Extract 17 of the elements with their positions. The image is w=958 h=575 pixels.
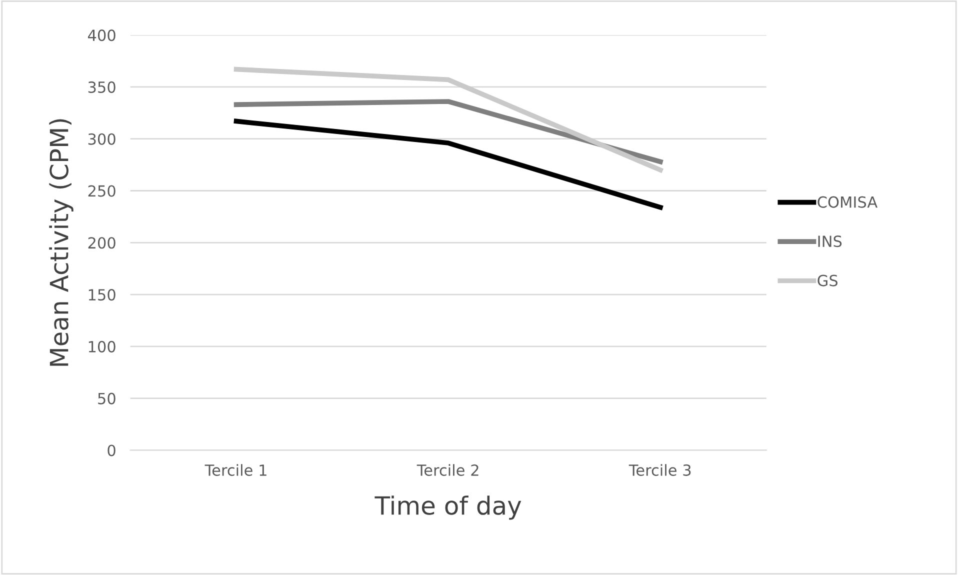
- y-tick-label: 100: [88, 340, 116, 352]
- y-tick-label: 150: [88, 289, 116, 301]
- y-tick-label: 200: [88, 237, 116, 249]
- y-tick-label: 250: [88, 185, 116, 197]
- x-tick-label: Tercile 3: [628, 464, 691, 476]
- x-axis-title: Time of day: [374, 496, 522, 520]
- legend-label: INS: [818, 236, 842, 248]
- legend-label: COMISA: [818, 196, 878, 208]
- y-tick-label: 50: [98, 392, 116, 404]
- y-axis-title: Mean Activity (CPM): [49, 119, 74, 366]
- x-tick-label: Tercile 1: [204, 464, 266, 476]
- y-tick-label: 0: [108, 444, 116, 456]
- y-tick-label: 400: [88, 30, 116, 42]
- legend-label: GS: [818, 274, 838, 286]
- y-tick-label: 350: [88, 81, 116, 93]
- y-tick-label: 300: [88, 133, 116, 145]
- x-tick-label: Tercile 2: [416, 464, 478, 476]
